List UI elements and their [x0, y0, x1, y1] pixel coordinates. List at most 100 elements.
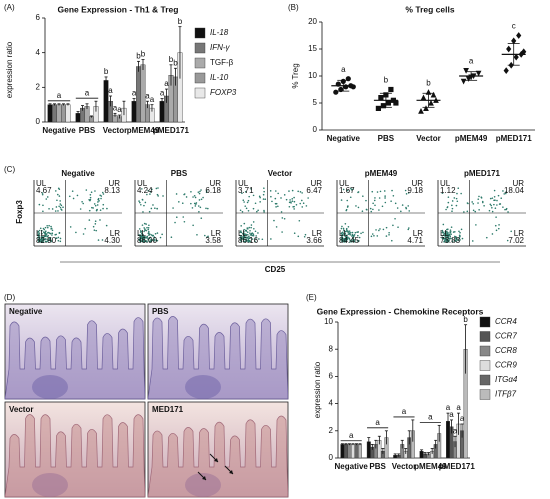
event-dot — [444, 230, 447, 233]
event-dot — [263, 190, 265, 193]
event-dot — [151, 188, 153, 191]
event-dot — [39, 227, 42, 230]
event-dot — [60, 209, 63, 211]
legend-swatch — [194, 27, 206, 39]
event-dot — [451, 204, 453, 207]
event-dot — [197, 205, 200, 207]
event-dot — [38, 238, 40, 241]
event-dot — [491, 197, 494, 199]
quadrant-value: 82.90 — [36, 236, 57, 245]
event-dot — [42, 204, 44, 207]
event-dot — [148, 210, 151, 213]
event-dot — [97, 198, 100, 201]
quadrant-name: UR — [310, 179, 322, 188]
event-dot — [143, 230, 145, 233]
significance-letter: a — [349, 431, 354, 440]
event-dot — [141, 232, 143, 235]
event-dot — [55, 206, 58, 208]
event-dot — [249, 232, 251, 234]
legend-swatch — [194, 72, 206, 84]
event-dot — [145, 240, 148, 242]
event-dot — [85, 189, 88, 191]
quadrant-value: 4.67 — [36, 186, 52, 195]
event-dot — [481, 201, 484, 204]
event-dot — [288, 201, 291, 204]
quadrant-name: UL — [238, 179, 249, 188]
data-point — [521, 48, 527, 56]
event-dot — [195, 202, 198, 204]
event-dot — [254, 202, 257, 205]
y-tick-label: 4 — [329, 399, 334, 408]
event-dot — [258, 238, 260, 240]
event-dot — [143, 240, 146, 242]
bar — [47, 104, 53, 123]
data-point — [333, 89, 339, 95]
legend-label: CCR8 — [495, 346, 517, 355]
bar — [351, 444, 355, 459]
event-dot — [46, 226, 49, 229]
quadrant-value: 86.16 — [238, 236, 259, 245]
event-dot — [275, 226, 278, 228]
event-dot — [506, 239, 509, 242]
y-tick-label: 0 — [313, 125, 318, 134]
flow-panel-title: Vector — [268, 169, 292, 178]
quadrant-value: 6.47 — [306, 186, 322, 195]
event-dot — [493, 199, 495, 202]
bar — [343, 444, 348, 459]
event-dot — [293, 200, 296, 203]
event-dot — [37, 234, 39, 237]
event-dot — [251, 232, 253, 234]
panel-label: (E) — [306, 293, 317, 302]
event-dot — [170, 236, 173, 238]
event-dot — [145, 229, 148, 232]
event-dot — [241, 211, 244, 213]
event-dot — [474, 210, 477, 213]
event-dot — [47, 240, 49, 242]
chart-title: % Treg cells — [405, 4, 454, 14]
event-dot — [289, 199, 291, 201]
event-dot — [205, 191, 208, 194]
event-dot — [38, 232, 41, 234]
event-dot — [156, 232, 159, 234]
event-dot — [372, 208, 374, 211]
event-dot — [463, 211, 465, 213]
event-dot — [140, 230, 143, 233]
event-dot — [370, 235, 373, 238]
quadrant-name: UR — [209, 179, 221, 188]
quadrant-value: 9.18 — [407, 186, 423, 195]
event-dot — [42, 227, 45, 230]
event-dot — [56, 199, 58, 202]
event-dot — [356, 240, 359, 242]
event-dot — [442, 223, 445, 226]
event-dot — [451, 210, 453, 212]
y-tick-label: 6 — [36, 13, 41, 22]
event-dot — [491, 210, 494, 213]
event-dot — [154, 238, 156, 241]
significance-letter: b — [104, 67, 109, 76]
quadrant-value: 8.13 — [104, 186, 120, 195]
event-dot — [477, 202, 479, 204]
x-tick-label: Vector — [103, 126, 127, 135]
event-dot — [143, 235, 146, 238]
event-dot — [240, 231, 243, 234]
x-tick-label: pMEM49 — [127, 126, 160, 135]
event-dot — [48, 232, 51, 234]
event-dot — [488, 209, 491, 212]
event-dot — [304, 233, 307, 236]
event-dot — [456, 200, 459, 203]
event-dot — [471, 201, 474, 203]
event-dot — [155, 187, 158, 190]
event-dot — [54, 234, 56, 236]
event-dot — [199, 206, 202, 209]
event-dot — [183, 193, 185, 196]
event-dot — [348, 232, 351, 235]
event-dot — [351, 234, 354, 236]
event-dot — [502, 206, 504, 208]
event-dot — [250, 224, 253, 226]
significance-letter: b — [141, 50, 146, 59]
event-dot — [376, 191, 379, 193]
event-dot — [146, 237, 149, 239]
event-dot — [347, 225, 350, 228]
event-dot — [444, 237, 447, 240]
event-dot — [89, 194, 92, 196]
